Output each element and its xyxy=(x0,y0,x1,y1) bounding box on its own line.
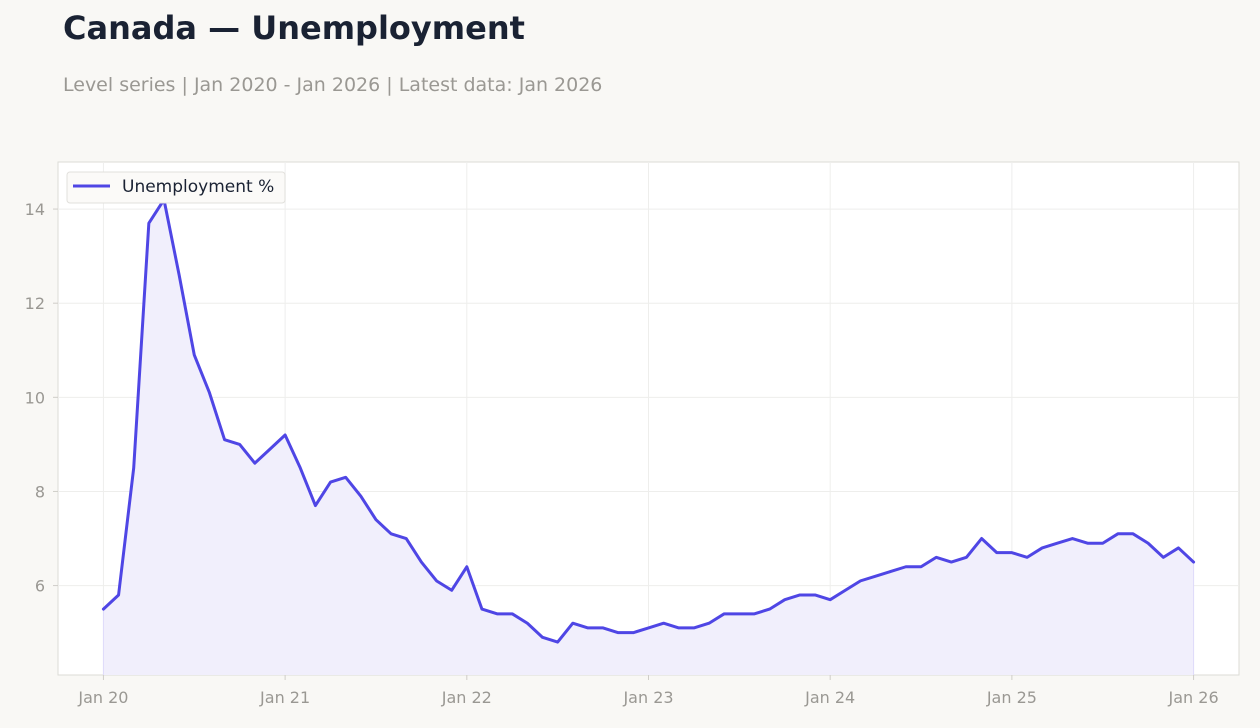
x-tick-label: Jan 24 xyxy=(804,688,855,707)
y-tick-label: 10 xyxy=(25,388,45,407)
legend-box xyxy=(66,171,286,204)
series-layer xyxy=(101,198,1196,676)
page-title: Canada — Unemployment xyxy=(63,9,525,47)
x-tick-label: Jan 20 xyxy=(77,688,128,707)
x-axis: Jan 20 Jan 21 Jan 22 Jan 23 Jan 24 Jan 25 Jan … xyxy=(77,675,1219,707)
grid-lines xyxy=(58,162,1239,675)
x-tick-label: Jan 25 xyxy=(986,688,1037,707)
y-axis: 6 8 10 12 14 xyxy=(25,200,58,596)
x-tick-label: Jan 21 xyxy=(259,688,310,707)
series-area-fill xyxy=(103,199,1194,676)
legend[interactable]: Unemployment % xyxy=(66,171,286,204)
y-tick-label: 6 xyxy=(35,577,45,596)
x-tick-label: Jan 22 xyxy=(441,688,492,707)
x-tick-label: Jan 23 xyxy=(622,688,673,707)
x-tick-label: Jan 26 xyxy=(1168,688,1219,707)
y-tick-label: 14 xyxy=(25,200,45,219)
legend-entry-unemployment: Unemployment % xyxy=(122,177,274,197)
y-tick-label: 12 xyxy=(25,294,45,313)
page-subtitle: Level series | Jan 2020 - Jan 2026 | Lat… xyxy=(63,74,603,96)
y-tick-label: 8 xyxy=(35,482,45,501)
